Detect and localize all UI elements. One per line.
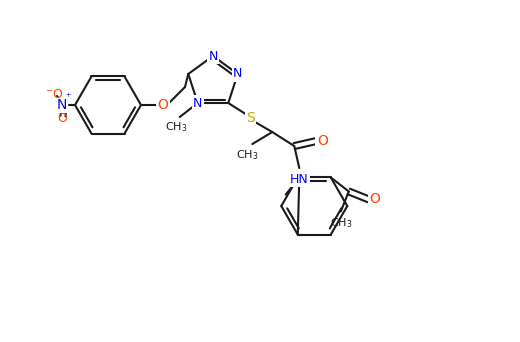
Text: O: O	[57, 113, 67, 126]
Text: N: N	[57, 98, 67, 112]
Text: HN: HN	[290, 173, 309, 186]
Text: $^{-}$O: $^{-}$O	[45, 88, 63, 101]
Text: CH$_3$: CH$_3$	[165, 120, 188, 134]
Text: N: N	[209, 50, 218, 63]
Text: O: O	[158, 98, 168, 112]
Text: $^{+}$: $^{+}$	[64, 92, 71, 102]
Text: CH$_3$: CH$_3$	[236, 148, 258, 162]
Text: O: O	[369, 193, 380, 207]
Text: O: O	[317, 134, 328, 148]
Text: CH$_3$: CH$_3$	[330, 216, 352, 230]
Text: N: N	[233, 67, 242, 80]
Text: S: S	[246, 111, 255, 125]
Text: N: N	[193, 96, 202, 109]
